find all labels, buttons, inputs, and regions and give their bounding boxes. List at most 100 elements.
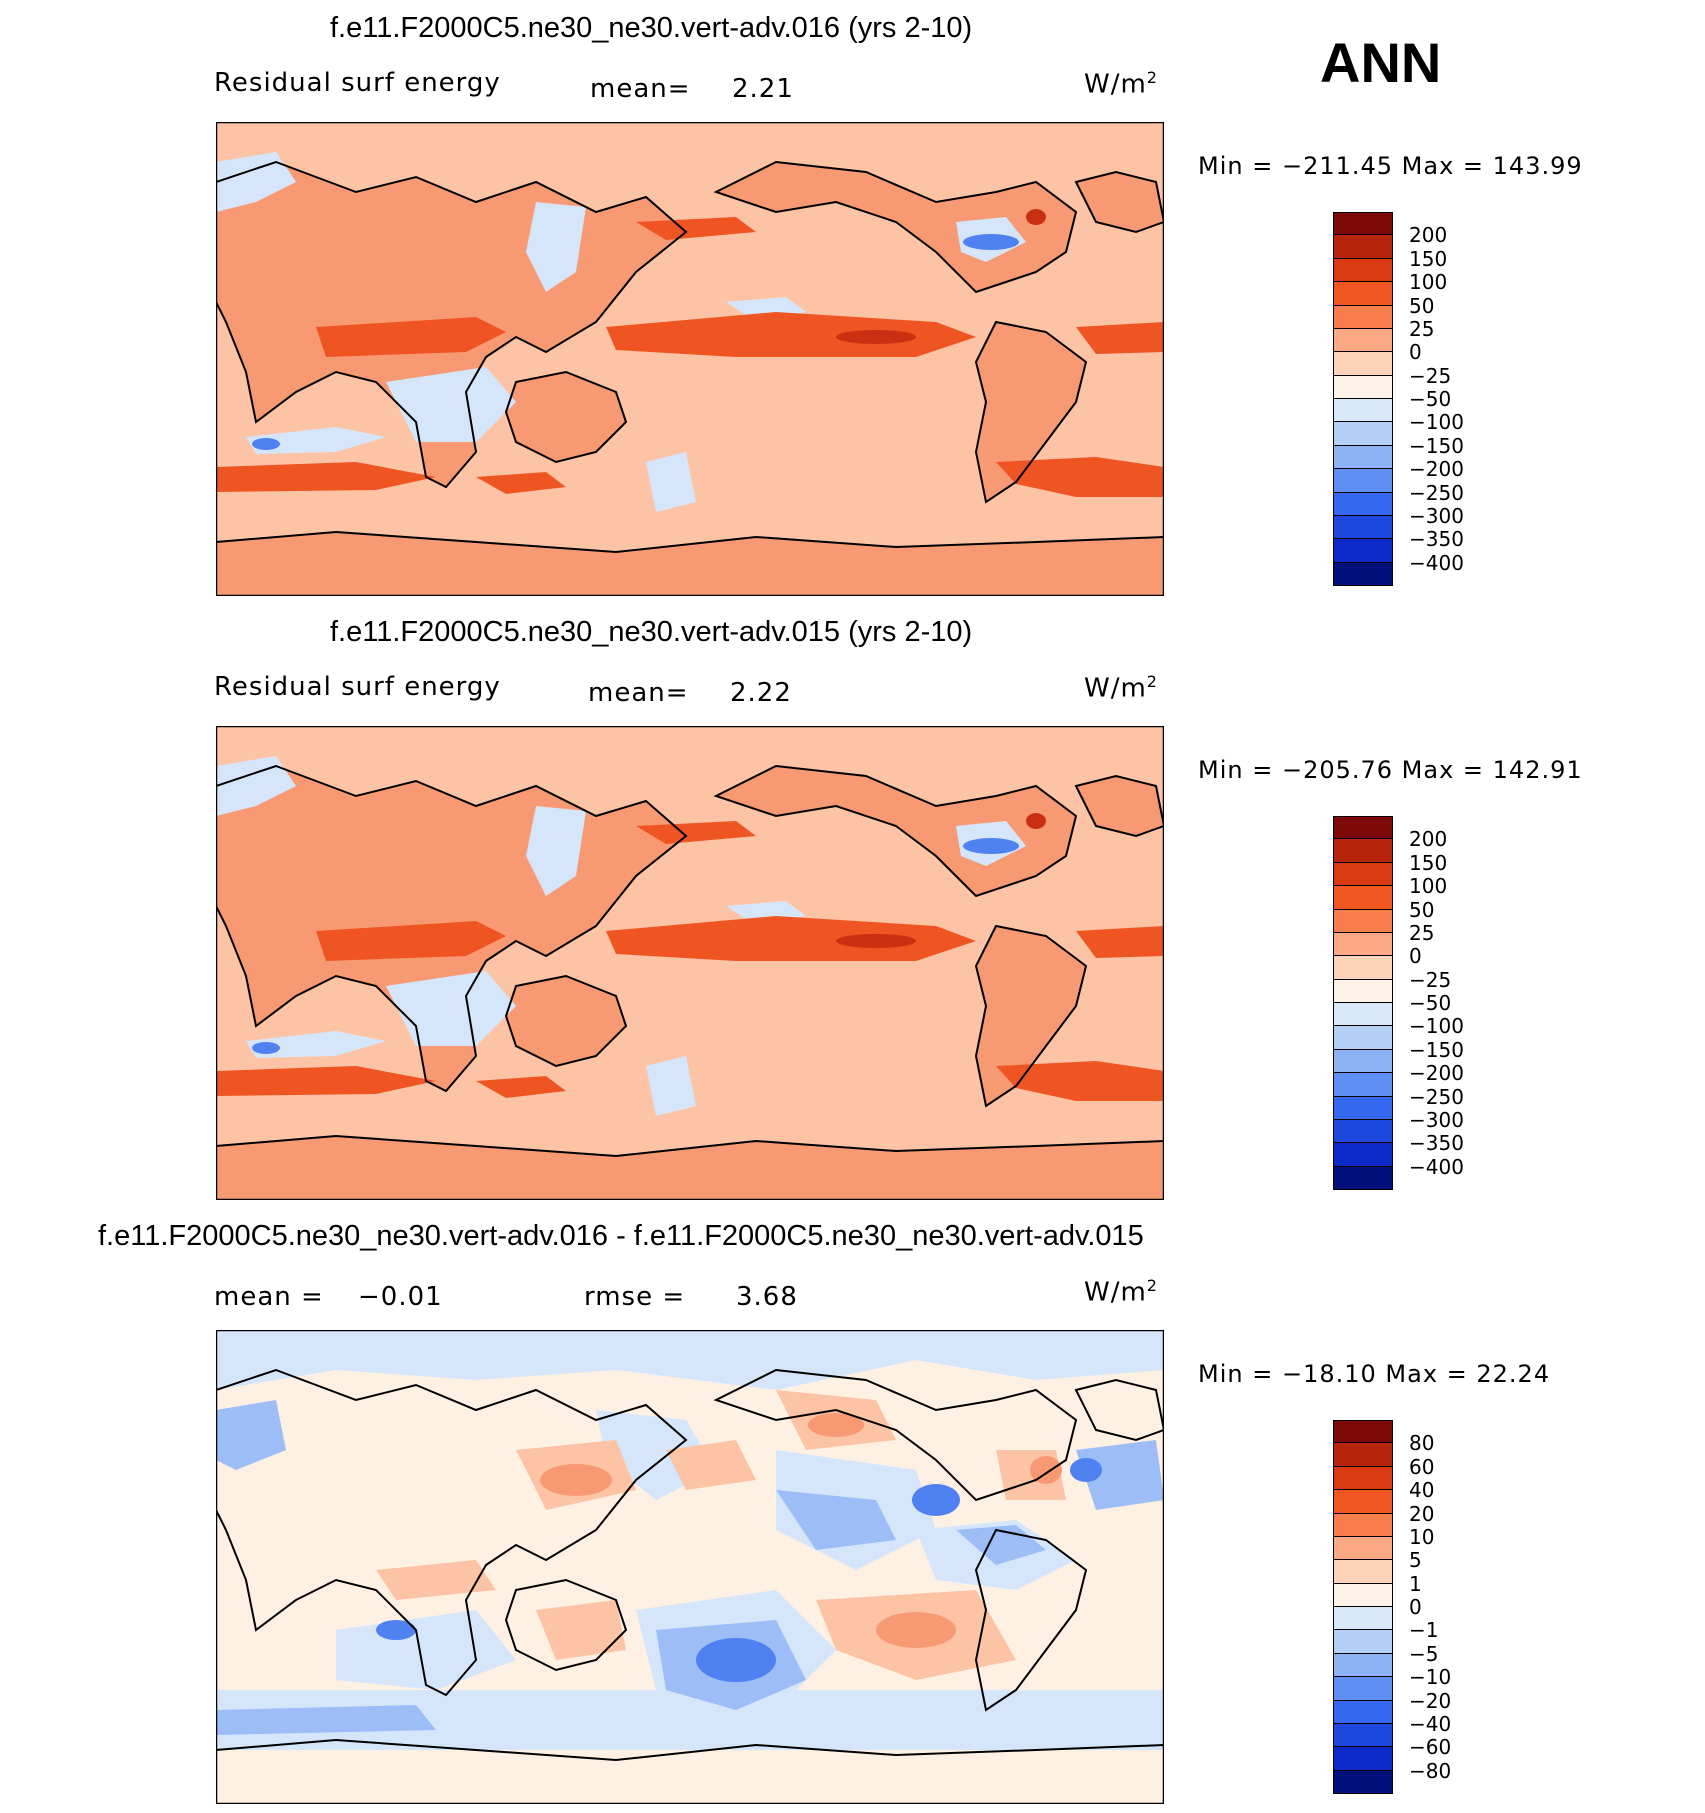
panel1-coast-lines bbox=[216, 160, 1164, 554]
panel2-cool-regions bbox=[216, 756, 1026, 1116]
legend-swatch bbox=[1333, 1770, 1393, 1794]
panel3-legend: 80 60 40 20 10 5 1 0 −1 −5 −10 −20 −40 −60 −80 bbox=[1333, 1420, 1453, 1794]
panel2-variable-label: Residual surf energy bbox=[214, 672, 501, 702]
panel3-units-sup: 2 bbox=[1146, 1276, 1158, 1295]
legend-label: −150 bbox=[1409, 433, 1464, 458]
legend-swatch bbox=[1333, 1026, 1393, 1050]
panel3-rmse-label: rmse = bbox=[584, 1282, 686, 1312]
legend-swatch bbox=[1333, 212, 1393, 236]
legend-label: −400 bbox=[1409, 550, 1464, 575]
legend-label: −80 bbox=[1409, 1758, 1452, 1783]
legend-label: 20 bbox=[1409, 1501, 1435, 1526]
legend-swatch bbox=[1333, 1536, 1393, 1561]
legend-label: 10 bbox=[1409, 1524, 1435, 1549]
legend-swatch bbox=[1333, 886, 1393, 910]
panel1-map bbox=[216, 122, 1164, 596]
legend-swatch bbox=[1333, 375, 1393, 399]
legend-label: −300 bbox=[1409, 503, 1464, 528]
panel1-mean-label: mean= bbox=[590, 74, 691, 104]
panel2-cool-strong bbox=[252, 838, 1019, 1054]
legend-swatch bbox=[1333, 469, 1393, 493]
legend-label: 0 bbox=[1409, 340, 1422, 365]
legend-swatch bbox=[1333, 235, 1393, 259]
legend-label: −25 bbox=[1409, 967, 1452, 992]
panel1-legend-labels: 200 150 100 50 25 0 −25 −50 −100 −150 −200 −250 −300… bbox=[1407, 212, 1467, 586]
legend-swatch bbox=[1333, 539, 1393, 563]
legend-label: 200 bbox=[1409, 827, 1448, 852]
panel1-cool-regions bbox=[216, 152, 1026, 512]
legend-swatch bbox=[1333, 282, 1393, 306]
legend-swatch bbox=[1333, 1003, 1393, 1027]
legend-label: 25 bbox=[1409, 920, 1435, 945]
legend-label: 150 bbox=[1409, 850, 1448, 875]
panel1-cool-strong bbox=[252, 234, 1019, 450]
legend-swatch bbox=[1333, 1583, 1393, 1607]
panel3-units: W/m2 bbox=[1084, 1276, 1158, 1308]
legend-swatch bbox=[1333, 445, 1393, 470]
panel1-warm-band-dark bbox=[836, 209, 1046, 344]
legend-swatch bbox=[1333, 1700, 1393, 1724]
panel1-warm-band bbox=[216, 217, 1164, 497]
legend-swatch bbox=[1333, 1420, 1393, 1444]
legend-label: −50 bbox=[1409, 991, 1452, 1015]
panel2-warm-band bbox=[216, 821, 1164, 1101]
panel1-title: f.e11.F2000C5.ne30_ne30.vert-adv.016 (yr… bbox=[330, 12, 973, 44]
panel2-legend-labels: 200 150 100 50 25 0 −25 −50 −100 −150 −200 −250 −300… bbox=[1407, 816, 1467, 1190]
panel3-title: f.e11.F2000C5.ne30_ne30.vert-adv.016 - f… bbox=[98, 1220, 1144, 1252]
legend-swatch bbox=[1333, 1166, 1393, 1190]
legend-label: −5 bbox=[1409, 1641, 1439, 1666]
legend-swatch bbox=[1333, 399, 1393, 423]
legend-label: 25 bbox=[1409, 316, 1435, 341]
legend-swatch bbox=[1333, 1443, 1393, 1467]
legend-swatch bbox=[1333, 1073, 1393, 1097]
legend-swatch bbox=[1333, 1560, 1393, 1584]
panel1-units-base: W/m bbox=[1084, 69, 1147, 100]
panel1-units: W/m2 bbox=[1084, 68, 1158, 100]
legend-swatch bbox=[1333, 979, 1393, 1003]
legend-label: −250 bbox=[1409, 1084, 1464, 1109]
legend-swatch bbox=[1333, 515, 1393, 540]
legend-swatch bbox=[1333, 1723, 1393, 1748]
panel2-mean-value: 2.22 bbox=[730, 678, 792, 708]
legend-swatch bbox=[1333, 862, 1393, 887]
legend-label: −10 bbox=[1409, 1665, 1452, 1690]
legend-label: 50 bbox=[1409, 897, 1435, 922]
panel3-mean-label: mean = bbox=[214, 1282, 324, 1312]
panel1-legend: 200 150 100 50 25 0 −25 −50 −100 −150 −200 −250 −300… bbox=[1333, 212, 1464, 586]
panel2-legend: 200 150 100 50 25 0 −25 −50 −100 −150 −200 −250 −300… bbox=[1333, 816, 1464, 1190]
legend-swatch bbox=[1333, 1119, 1393, 1144]
legend-swatch bbox=[1333, 305, 1393, 329]
panel3-legend-bar bbox=[1333, 1420, 1393, 1794]
panel2-units-sup: 2 bbox=[1146, 672, 1158, 691]
legend-swatch bbox=[1333, 352, 1393, 376]
panel1-legend-bar bbox=[1333, 212, 1393, 586]
panel2-coast-lines bbox=[216, 764, 1164, 1158]
legend-label: −25 bbox=[1409, 363, 1452, 388]
legend-swatch bbox=[1333, 1513, 1393, 1537]
legend-label: 100 bbox=[1409, 874, 1448, 899]
legend-label: 80 bbox=[1409, 1431, 1435, 1456]
legend-label: −150 bbox=[1409, 1037, 1464, 1062]
legend-swatch bbox=[1333, 1096, 1393, 1120]
legend-label: −1 bbox=[1409, 1618, 1439, 1643]
panel2-mean-label: mean= bbox=[588, 678, 689, 708]
legend-swatch bbox=[1333, 956, 1393, 980]
panel2-units: W/m2 bbox=[1084, 672, 1158, 704]
legend-label: 60 bbox=[1409, 1454, 1435, 1479]
legend-label: 0 bbox=[1409, 1595, 1422, 1619]
legend-label: 5 bbox=[1409, 1548, 1422, 1573]
legend-label: −350 bbox=[1409, 1131, 1464, 1156]
legend-label: −200 bbox=[1409, 457, 1464, 482]
panel3-legend-labels: 80 60 40 20 10 5 1 0 −1 −5 −10 −20 −40 −60 −80 bbox=[1407, 1420, 1467, 1794]
panel3-units-base: W/m bbox=[1084, 1277, 1147, 1308]
panel1-units-sup: 2 bbox=[1146, 68, 1158, 87]
legend-swatch bbox=[1333, 258, 1393, 283]
legend-label: −250 bbox=[1409, 480, 1464, 505]
legend-swatch bbox=[1333, 1677, 1393, 1701]
panel3-mean-value: −0.01 bbox=[358, 1282, 443, 1312]
legend-label: 0 bbox=[1409, 944, 1422, 969]
panel3-map bbox=[216, 1330, 1164, 1804]
panel2-title: f.e11.F2000C5.ne30_ne30.vert-adv.015 (yr… bbox=[330, 616, 973, 648]
legend-swatch bbox=[1333, 816, 1393, 840]
legend-label: −200 bbox=[1409, 1061, 1464, 1086]
